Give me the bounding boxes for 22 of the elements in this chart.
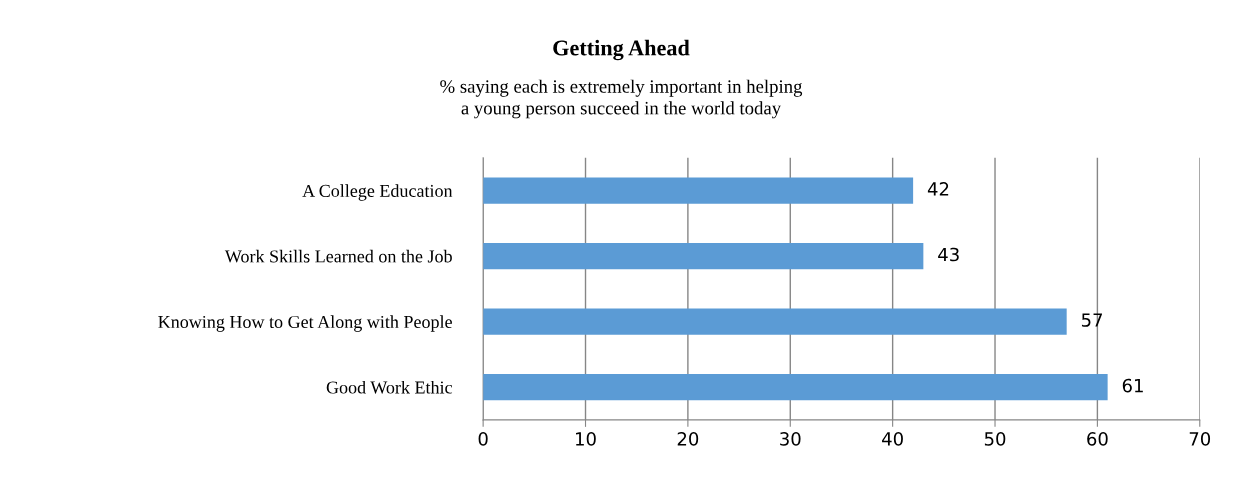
x-tick-label: 0 <box>478 432 488 446</box>
data-label: 57 <box>1081 313 1102 327</box>
y-tick-label: Knowing How to Get Along with People <box>158 315 452 332</box>
x-tick-label: 40 <box>882 432 903 446</box>
y-tick-label: A College Education <box>302 184 453 201</box>
x-tick-label: 60 <box>1087 432 1108 446</box>
x-tick-label: 20 <box>677 432 699 446</box>
data-label: 42 <box>927 182 949 196</box>
x-tick-label: 70 <box>1189 432 1211 446</box>
bar <box>483 242 924 270</box>
y-tick-label: Work Skills Learned on the Job <box>224 249 452 263</box>
x-tick-label: 30 <box>780 432 801 446</box>
x-tick-label: 10 <box>576 432 596 446</box>
data-label: 43 <box>938 247 959 262</box>
chart-title: Getting Ahead <box>553 39 690 61</box>
bar <box>483 374 1108 401</box>
bar <box>483 308 1067 335</box>
data-label: 61 <box>1122 378 1143 393</box>
y-tick-label: Good Work Ethic <box>326 380 453 394</box>
x-tick-label: 50 <box>984 432 1006 446</box>
chart-subtitle: % saying each is extremely important in helping a young person succeed in the world today <box>440 79 803 119</box>
bar <box>483 177 914 204</box>
